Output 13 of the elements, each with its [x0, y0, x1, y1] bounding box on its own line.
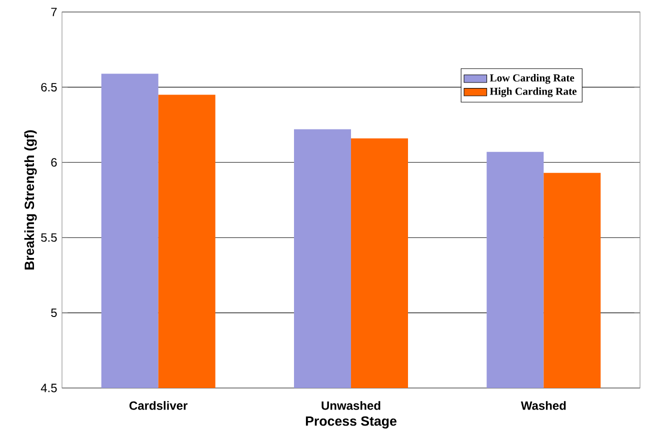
y-tick-label: 5.5: [41, 233, 57, 242]
y-tick-label: 6: [51, 158, 57, 167]
y-tick-label: 4.5: [40, 384, 57, 392]
legend-label: High Carding Rate: [490, 87, 577, 98]
y-axis-title: Breaking Strength (gf): [24, 130, 37, 270]
x-tick-label: Washed: [520, 401, 566, 410]
y-tick-label: 5: [51, 308, 57, 317]
x-tick-label: Cardsliver: [129, 401, 188, 410]
y-tick-label: 7: [51, 8, 57, 16]
x-tick-label: Unwashed: [322, 401, 380, 410]
y-tick-label: 6.5: [41, 82, 57, 92]
x-axis-title: Process Stage: [306, 416, 396, 428]
legend-label: Low Carding Rate: [490, 74, 574, 84]
